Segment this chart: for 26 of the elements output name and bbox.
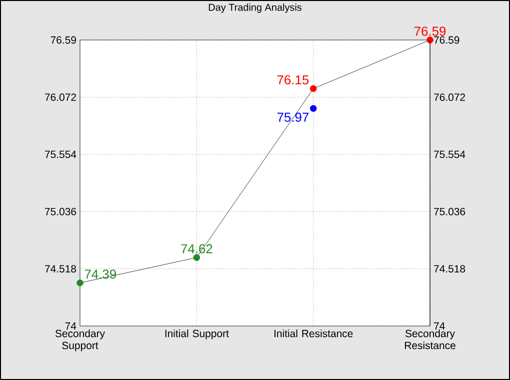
y2-tick-label: 75.554 bbox=[434, 150, 466, 158]
y-tick-label: 74.518 bbox=[45, 265, 76, 273]
x-tick-label: Initial Resistance bbox=[274, 330, 353, 338]
data-label: 74.62 bbox=[181, 244, 212, 254]
data-label: 75.97 bbox=[277, 112, 308, 122]
y2-tick-label: 74 bbox=[434, 322, 445, 330]
point bbox=[193, 254, 200, 261]
y-tick-label: 76.072 bbox=[45, 94, 76, 101]
chart-title: Day Trading Analysis bbox=[208, 4, 302, 13]
y2-tick-label: 76.59 bbox=[434, 36, 460, 44]
y-tick-label: 75.554 bbox=[45, 150, 76, 158]
point bbox=[76, 280, 84, 286]
y2-tick-label: 74.518 bbox=[434, 265, 466, 273]
data-label: 74.39 bbox=[84, 270, 116, 279]
x-tick-label: Initial Support bbox=[165, 330, 229, 340]
point bbox=[426, 36, 434, 44]
data-label: 76.59 bbox=[414, 26, 446, 36]
point bbox=[310, 85, 317, 92]
y-tick-label: 75.036 bbox=[45, 208, 76, 216]
y-tick-label: 74 bbox=[65, 322, 76, 330]
y-tick-label: 76.59 bbox=[50, 36, 76, 44]
y2-tick-label: 75.036 bbox=[434, 208, 466, 216]
x-tick-label: Secondary Support bbox=[55, 330, 105, 352]
x-tick-label: Secondary Resistance bbox=[404, 330, 456, 350]
data-label: 76.15 bbox=[277, 75, 309, 84]
y2-tick-label: 76.072 bbox=[434, 94, 465, 101]
